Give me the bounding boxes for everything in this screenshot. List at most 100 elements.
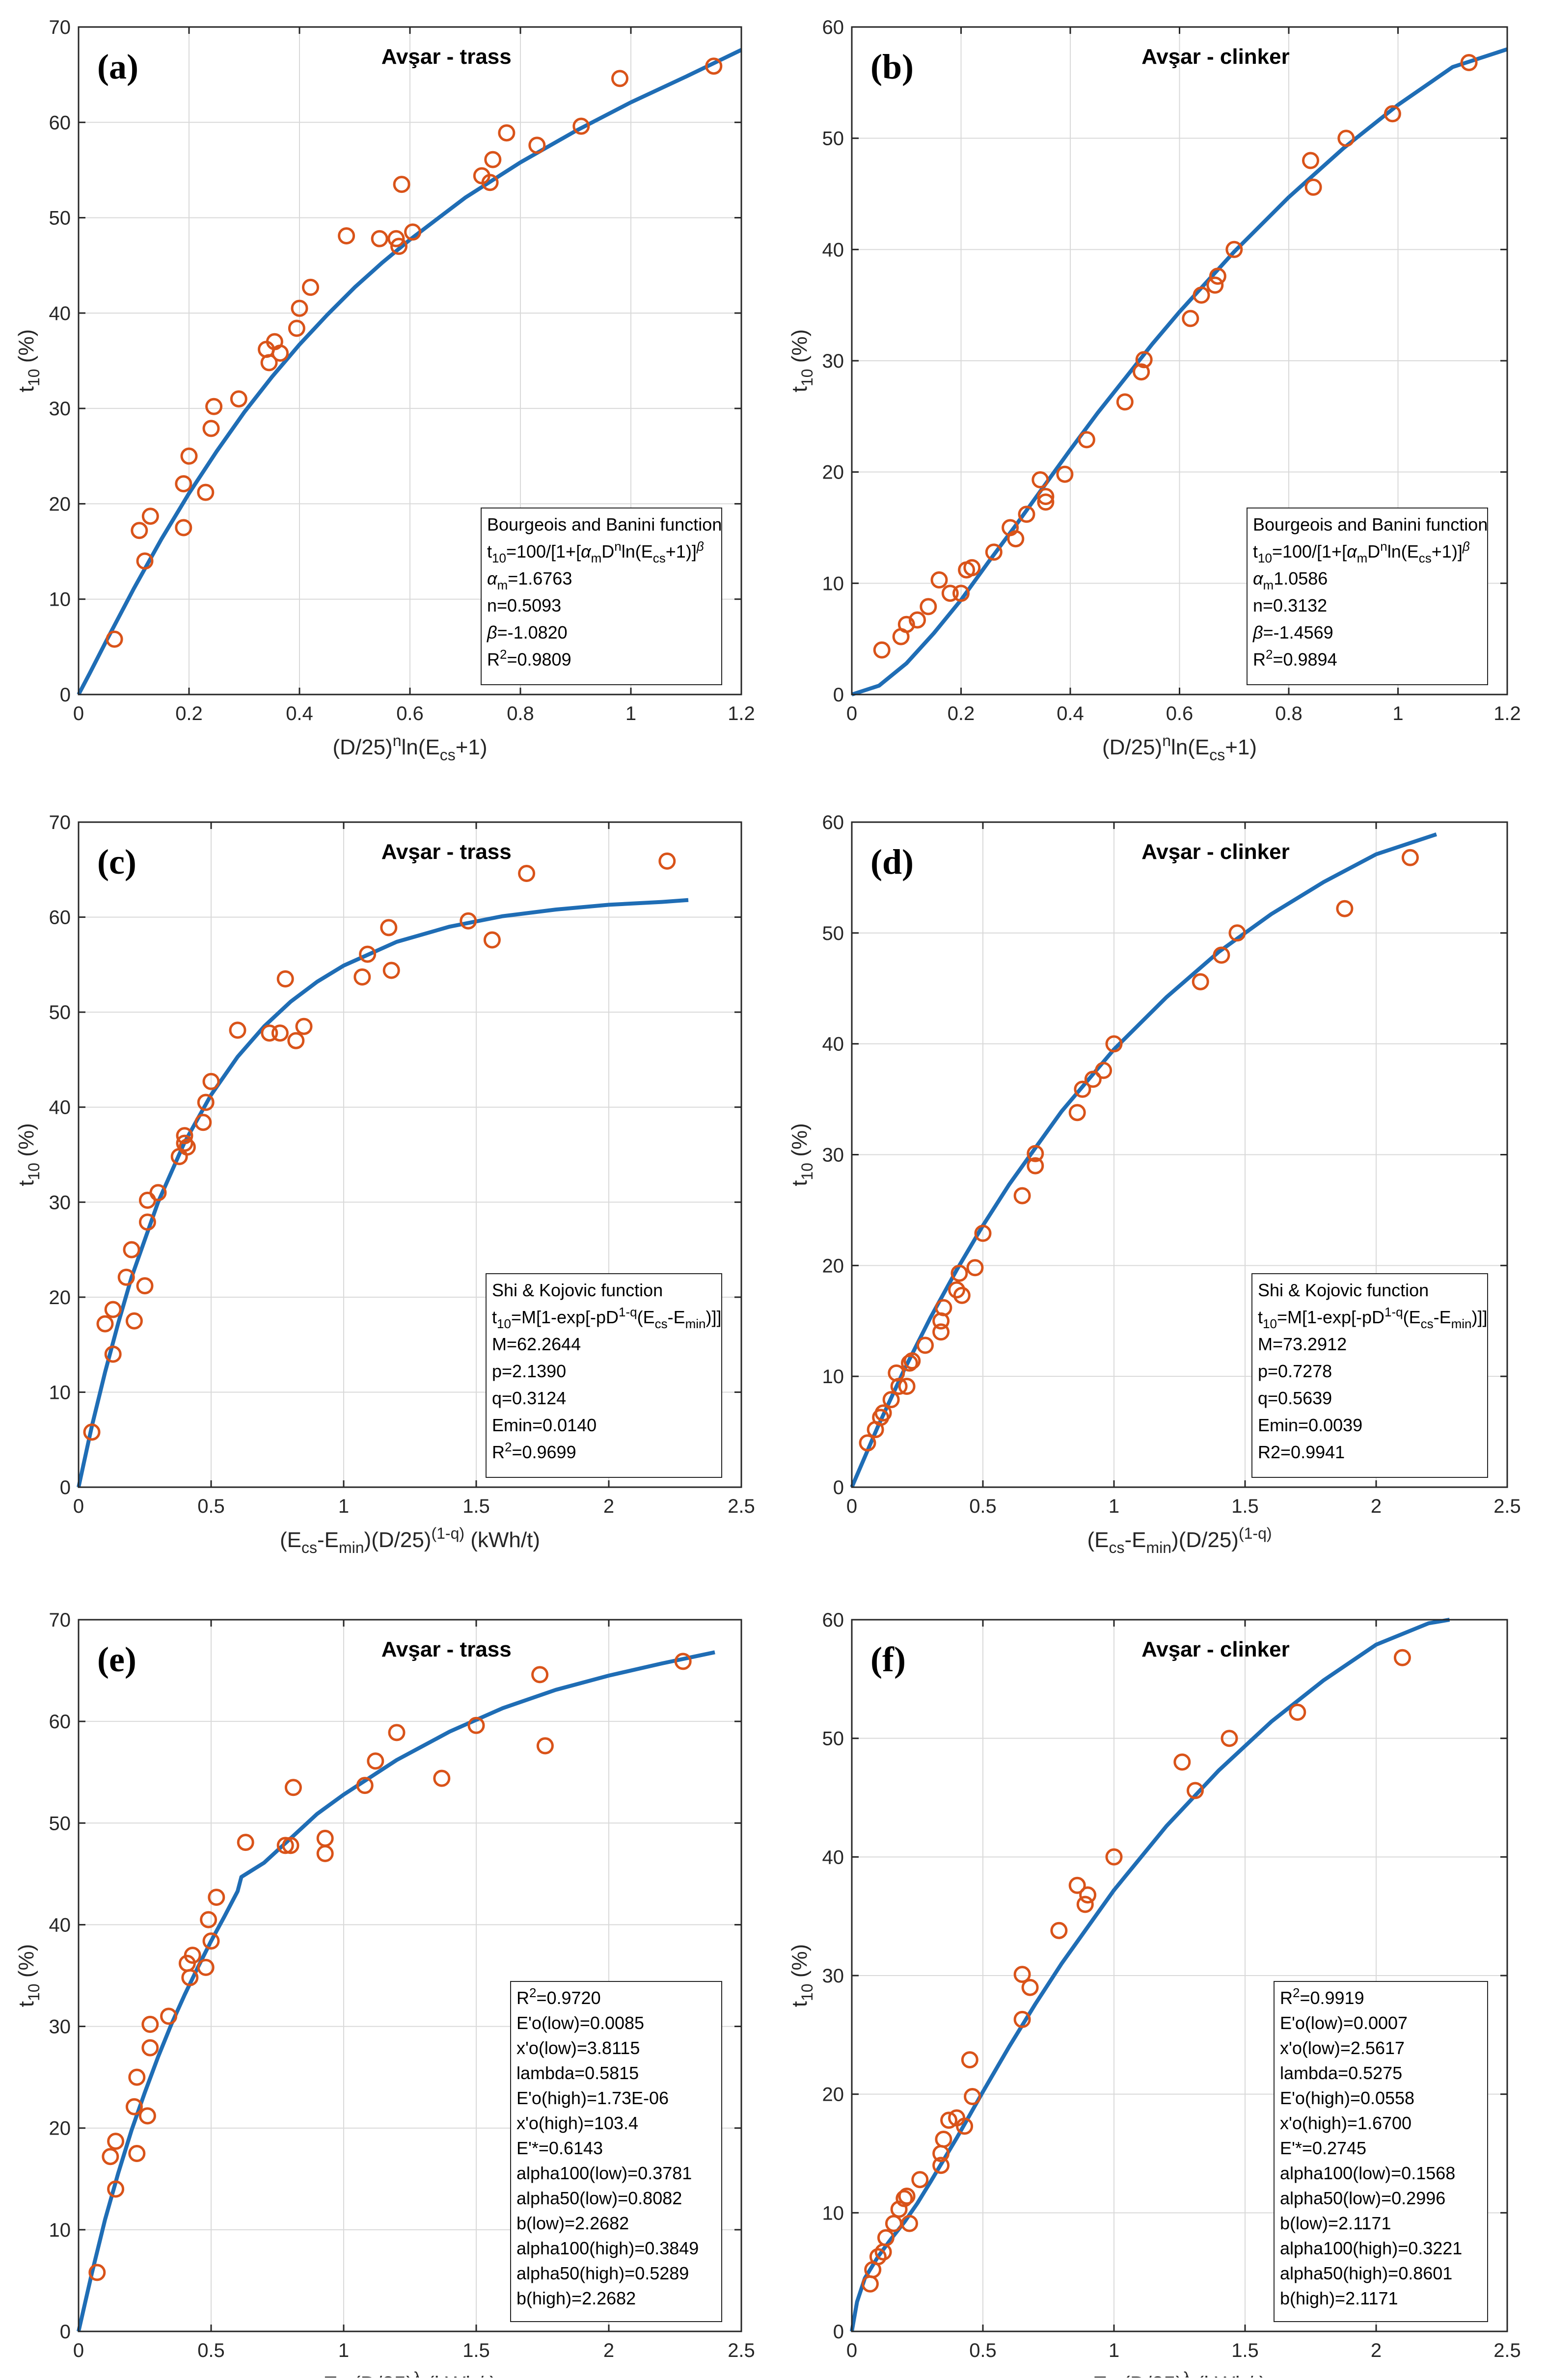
data-point: [282, 1837, 299, 1854]
x-tick-label: 0.8: [507, 703, 534, 724]
data-point: [898, 1378, 916, 1395]
y-tick-label: 70: [49, 1609, 71, 1631]
legend-entry: β=-1.0820: [487, 622, 568, 642]
data-point: [1007, 530, 1025, 548]
data-point: [1209, 267, 1226, 285]
data-point: [194, 1114, 212, 1131]
panel-title: Avşar - trass: [381, 1637, 512, 1661]
x-tick-label: 0.2: [948, 703, 975, 724]
data-point: [935, 1299, 952, 1316]
data-point: [136, 1277, 154, 1295]
y-tick-label: 10: [822, 2202, 844, 2224]
data-point: [138, 1213, 156, 1231]
y-tick-label: 10: [49, 589, 71, 611]
data-point: [572, 117, 590, 135]
data-point: [260, 354, 278, 372]
panel-e: 0 0.5 1 1.5 2 2.5 0 10 20 30 40 50 60 70 (e) Avşar - tr…: [14, 1609, 755, 2380]
data-point: [202, 1932, 220, 1950]
data-point: [966, 1259, 984, 1277]
data-point: [1225, 241, 1243, 258]
legend-entry: alpha50(low)=0.8082: [516, 2188, 682, 2208]
legend-box: [1251, 1273, 1488, 1478]
legend-entry: alpha50(low)=0.2996: [1280, 2188, 1445, 2208]
y-tick-label: 40: [49, 1914, 71, 1936]
legend-entry: alpha50(high)=0.5289: [516, 2263, 689, 2283]
data-point: [1289, 1704, 1306, 1721]
data-point: [658, 852, 676, 870]
data-point: [229, 1021, 246, 1039]
data-point: [1021, 1979, 1039, 1996]
data-point: [1013, 1966, 1031, 1983]
x-tick-label: 0: [73, 703, 84, 724]
y-tick-label: 50: [49, 208, 71, 229]
y-tick-label: 40: [49, 303, 71, 324]
data-point: [964, 2088, 981, 2105]
x-tick-label: 0: [73, 1496, 84, 1517]
data-point: [909, 611, 926, 629]
data-point: [128, 2145, 146, 2162]
legend-box: [1274, 1981, 1488, 2322]
data-point: [1206, 276, 1224, 294]
data-point: [1027, 1157, 1044, 1175]
data-point: [359, 945, 377, 963]
legend-entry: alpha100(low)=0.1568: [1280, 2163, 1455, 2183]
data-point: [869, 2248, 887, 2266]
data-point: [1173, 1753, 1191, 1771]
x-tick-label: 0.6: [396, 703, 424, 724]
data-point: [985, 543, 1003, 561]
data-point: [859, 1434, 876, 1452]
legend: R2=0.9720 E'o(low)=0.0085 x'o(low)=3.8115 l…: [510, 1981, 722, 2322]
data-point: [705, 57, 723, 75]
data-point: [271, 345, 289, 362]
data-point: [205, 398, 223, 415]
x-axis-label: (D/25)nln(Ecs+1): [332, 732, 487, 764]
data-point: [531, 1666, 549, 1684]
data-point: [141, 508, 159, 525]
x-tick-label: 0.4: [1057, 703, 1084, 724]
legend-entry: x'o(low)=2.5617: [1280, 2038, 1405, 2058]
y-axis-label: t10 (%): [14, 1944, 43, 2007]
y-tick-label: 60: [822, 17, 844, 38]
legend-entry: R2=0.9809: [487, 647, 571, 669]
legend-entry: p=0.7278: [1258, 1361, 1332, 1381]
data-point: [1193, 286, 1210, 304]
data-point: [102, 2148, 119, 2166]
data-point: [920, 598, 937, 615]
panel-title: Avşar - trass: [381, 45, 512, 69]
data-point: [197, 1094, 215, 1111]
y-tick-label: 50: [822, 1728, 844, 1750]
data-point: [898, 2188, 916, 2205]
data-point: [901, 2215, 918, 2232]
y-axis-label: t10 (%): [787, 329, 816, 392]
y-tick-label: 20: [49, 2118, 71, 2139]
y-tick-label: 60: [49, 1711, 71, 1733]
legend-entry: Emin=0.0039: [1258, 1415, 1362, 1435]
y-tick-label: 10: [822, 1366, 844, 1388]
y-axis-label: t10 (%): [787, 1123, 816, 1186]
legend-entry: alpha100(high)=0.3849: [516, 2238, 699, 2258]
data-point: [160, 2007, 178, 2025]
x-tick-label: 1.2: [1493, 703, 1521, 724]
panel-label: (b): [870, 47, 914, 86]
y-tick-label: 0: [833, 1477, 844, 1498]
y-tick-label: 60: [822, 1609, 844, 1631]
data-point: [1078, 431, 1095, 449]
axes-frame: [851, 821, 1508, 1488]
y-tick-label: 40: [822, 1034, 844, 1055]
legend-entry: n=0.3132: [1253, 595, 1327, 615]
data-point: [1384, 105, 1401, 123]
data-point: [107, 2133, 125, 2150]
x-tick-label: 0.2: [175, 703, 203, 724]
axes-frame: [78, 26, 742, 695]
data-point: [917, 1337, 934, 1354]
data-point: [141, 2039, 159, 2057]
data-point: [107, 2180, 125, 2198]
x-tick-label: 2: [1371, 1496, 1382, 1517]
data-point: [1105, 1848, 1123, 1866]
data-point: [96, 1315, 114, 1333]
data-point: [941, 585, 959, 602]
x-tick-label: 1: [338, 1496, 349, 1517]
fit-curve: [851, 47, 1508, 696]
legend-entry: x'o(high)=1.6700: [1280, 2113, 1411, 2133]
data-point: [433, 1769, 451, 1787]
